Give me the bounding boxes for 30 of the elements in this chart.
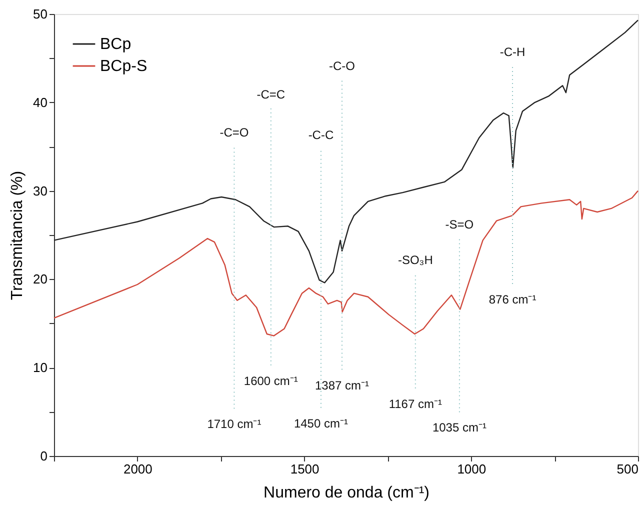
ref-line-label: -S=O <box>445 217 474 232</box>
annotation: 876 cm⁻¹ <box>488 292 536 307</box>
legend-label: BCp <box>100 36 132 53</box>
x-tick-label: 1000 <box>457 462 486 476</box>
y-tick-label: 20 <box>33 272 48 287</box>
x-tick-label: 1500 <box>290 462 320 476</box>
y-tick-label: 40 <box>33 94 48 110</box>
annotation: 1167 cm⁻¹ <box>388 396 442 411</box>
x-tick-label: 2000 <box>123 462 152 476</box>
line-series <box>53 20 639 284</box>
legend-label: BCp-S <box>100 58 148 75</box>
annotation: 1600 cm⁻¹ <box>244 374 298 388</box>
y-tick-label: 50 <box>33 6 48 22</box>
ref-line-label: -C=C <box>256 87 286 102</box>
ref-line-label: -C=O <box>220 125 249 140</box>
annotation: 1035 cm⁻¹ <box>432 420 486 435</box>
ref-line-label: -C-H <box>500 45 526 60</box>
x-axis-title: Numero de onda (cm⁻¹) <box>264 484 430 502</box>
y-tick-label: 0 <box>40 448 48 464</box>
ref-line-label: -C-C <box>308 128 334 142</box>
annotation: 1710 cm⁻¹ <box>207 417 262 432</box>
x-tick-label: 500 <box>616 462 638 476</box>
y-tick-label: 30 <box>33 183 48 198</box>
ref-line-label: -C-O <box>328 59 355 74</box>
ref-line-label: -SO₃H <box>398 252 433 267</box>
y-axis-title: Transmitancia (%) <box>9 170 26 300</box>
y-tick-label: 10 <box>33 360 48 376</box>
annotation: 1387 cm⁻¹ <box>314 378 370 392</box>
line-series <box>53 190 639 336</box>
annotation: 1450 cm⁻¹ <box>294 416 348 430</box>
